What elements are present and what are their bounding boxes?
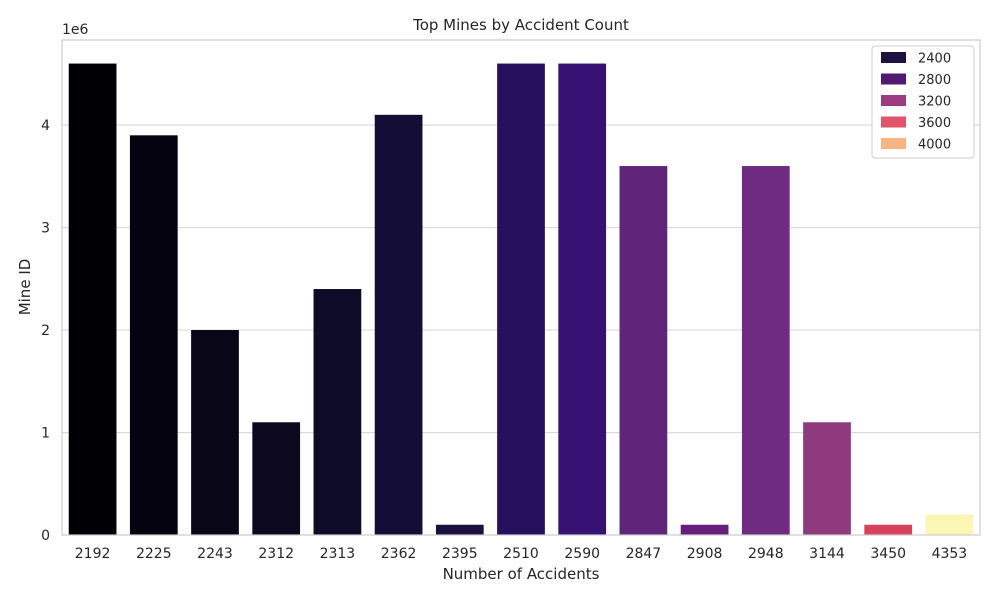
legend-swatch bbox=[881, 95, 906, 106]
bar bbox=[68, 63, 117, 535]
bar bbox=[558, 63, 607, 535]
x-tick-label: 2948 bbox=[748, 546, 784, 562]
bars bbox=[68, 63, 974, 536]
bar bbox=[313, 289, 362, 535]
y-tick-labels: 0 1 2 3 4 bbox=[41, 118, 50, 544]
x-tick-label: 3450 bbox=[870, 546, 906, 562]
bar bbox=[680, 524, 729, 535]
legend-label: 2800 bbox=[918, 73, 951, 88]
bar bbox=[497, 63, 545, 535]
bar bbox=[191, 330, 239, 535]
x-tick-label: 2312 bbox=[258, 546, 294, 562]
x-tick-label: 2192 bbox=[75, 546, 111, 562]
bar bbox=[803, 422, 851, 535]
legend-swatch bbox=[881, 73, 906, 85]
bar bbox=[619, 166, 668, 535]
bar bbox=[864, 524, 913, 535]
y-tick-label: 2 bbox=[41, 323, 50, 339]
y-tick-label: 4 bbox=[41, 118, 50, 134]
legend: 2400 2800 3200 3600 4000 bbox=[871, 45, 975, 159]
legend-swatch bbox=[881, 116, 906, 128]
plot-frame bbox=[61, 39, 981, 536]
chart-title: Top Mines by Accident Count bbox=[412, 16, 629, 34]
x-tick-labels: 2192 2225 2243 2312 2313 2362 2395 2510 2590 2847… bbox=[75, 546, 967, 562]
y-tick-label: 1 bbox=[41, 426, 50, 442]
bar bbox=[435, 524, 484, 535]
x-tick-label: 2590 bbox=[564, 546, 600, 562]
legend-label: 2400 bbox=[918, 52, 951, 67]
x-tick-label: 2243 bbox=[197, 546, 233, 562]
x-tick-label: 2908 bbox=[687, 546, 723, 562]
legend-swatch bbox=[881, 52, 906, 63]
x-tick-label: 4353 bbox=[932, 546, 968, 562]
legend-label: 4000 bbox=[918, 138, 951, 153]
x-tick-label: 2362 bbox=[381, 546, 417, 562]
bar bbox=[252, 422, 301, 535]
bar bbox=[129, 135, 178, 536]
x-axis-label: Number of Accidents bbox=[443, 565, 600, 583]
legend-swatch bbox=[881, 138, 906, 149]
x-tick-label: 2395 bbox=[442, 546, 478, 562]
y-tick-label: 0 bbox=[41, 528, 50, 544]
x-tick-label: 2313 bbox=[320, 546, 356, 562]
y-offset-label: 1e6 bbox=[62, 22, 89, 38]
legend-label: 3600 bbox=[918, 116, 951, 131]
x-tick-label: 2225 bbox=[136, 546, 172, 562]
legend-label: 3200 bbox=[918, 95, 951, 110]
bar bbox=[741, 166, 790, 535]
y-tick-label: 3 bbox=[41, 221, 50, 237]
x-tick-label: 2510 bbox=[503, 546, 539, 562]
x-tick-label: 2847 bbox=[626, 546, 662, 562]
x-tick-label: 3144 bbox=[809, 546, 845, 562]
bar bbox=[925, 514, 974, 535]
y-axis-label: Mine ID bbox=[16, 259, 34, 316]
bar bbox=[374, 114, 423, 536]
